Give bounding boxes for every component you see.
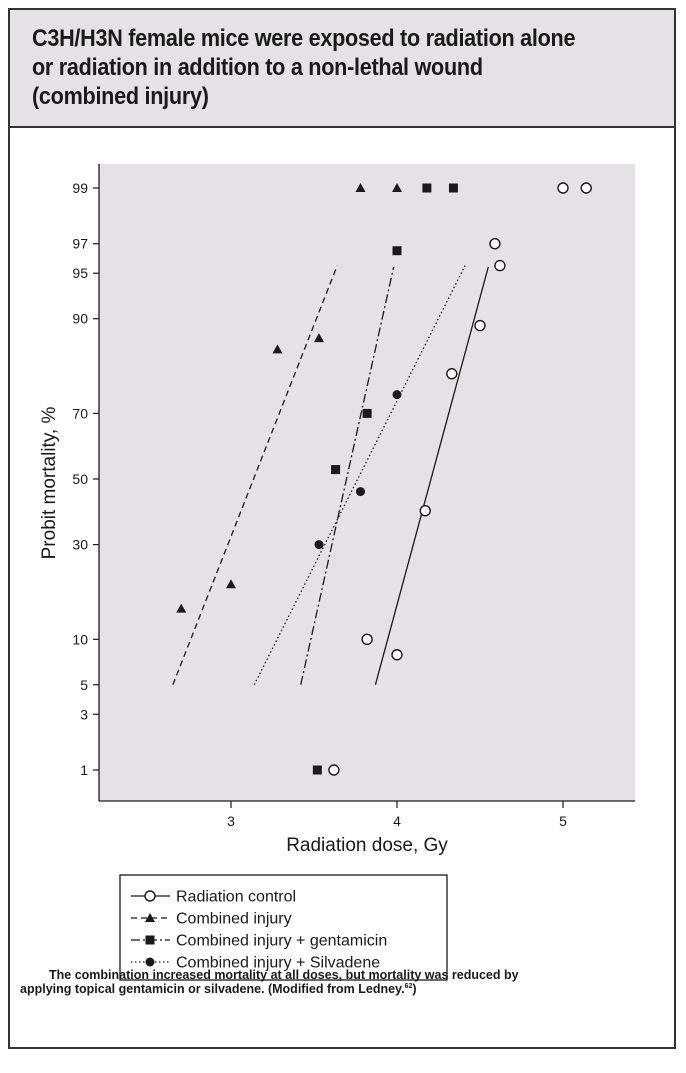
data-point bbox=[355, 183, 366, 192]
data-point bbox=[392, 390, 402, 400]
data-point bbox=[312, 765, 322, 775]
data-point bbox=[314, 540, 324, 550]
data-point bbox=[446, 368, 458, 380]
data-point bbox=[176, 603, 187, 613]
legend: Radiation control Combined injury Combined… bbox=[131, 889, 387, 972]
data-point bbox=[272, 344, 283, 354]
y-tick-label: 95 bbox=[72, 265, 88, 281]
caption-line-2-end: ) bbox=[412, 982, 417, 996]
data-point bbox=[392, 246, 402, 256]
data-point bbox=[474, 319, 486, 332]
data-point bbox=[331, 465, 341, 475]
x-tick-label: 3 bbox=[227, 813, 235, 829]
data-point bbox=[328, 764, 340, 776]
caption-line-2: applying topical gentamicin or silvadene… bbox=[20, 982, 670, 996]
caption-line-2-text: applying topical gentamicin or silvadene… bbox=[20, 982, 405, 996]
caption-line-1: The combination increased mortality at a… bbox=[49, 968, 519, 982]
data-point bbox=[355, 487, 365, 497]
y-axis-ticks: 1 3 5 10 30 50 70 90 95 97 99 bbox=[72, 180, 99, 778]
figure-title: C3H/H3N female mice were exposed to radi… bbox=[32, 24, 599, 111]
y-tick-label: 70 bbox=[72, 405, 88, 421]
y-tick-label: 99 bbox=[72, 180, 88, 196]
data-point bbox=[392, 183, 402, 192]
data-point bbox=[313, 333, 324, 343]
data-point bbox=[557, 182, 569, 194]
legend-label: Combined injury + gentamicin bbox=[176, 933, 387, 950]
data-point bbox=[580, 182, 592, 194]
fit-line bbox=[300, 266, 395, 685]
legend-box bbox=[119, 874, 448, 981]
data-point bbox=[361, 633, 373, 646]
legend-marker bbox=[145, 913, 155, 922]
legend-label: Combined injury + Silvadene bbox=[176, 955, 380, 972]
y-tick-label: 97 bbox=[72, 236, 88, 252]
fit-line bbox=[374, 266, 489, 685]
data-point bbox=[419, 504, 431, 517]
y-tick-label: 10 bbox=[72, 631, 88, 647]
title-line-3: (combined injury) bbox=[32, 83, 209, 110]
y-tick-label: 3 bbox=[80, 706, 88, 722]
data-point bbox=[422, 183, 432, 193]
data-points bbox=[176, 182, 592, 776]
legend-label: Radiation control bbox=[176, 889, 296, 906]
figure-header: C3H/H3N female mice were exposed to radi… bbox=[10, 10, 674, 128]
data-point bbox=[362, 408, 372, 418]
data-point bbox=[448, 183, 458, 193]
x-axis-ticks: 3 4 5 bbox=[227, 801, 567, 829]
fit-line bbox=[172, 265, 338, 685]
legend-marker bbox=[145, 957, 155, 967]
figure-caption: The combination increased mortality at a… bbox=[20, 968, 670, 996]
figure-frame: C3H/H3N female mice were exposed to radi… bbox=[8, 8, 676, 1049]
y-tick-label: 50 bbox=[72, 471, 88, 487]
title-line-1: C3H/H3N female mice were exposed to radi… bbox=[32, 25, 576, 52]
y-tick-label: 90 bbox=[72, 311, 88, 327]
legend-label: Combined injury bbox=[176, 911, 292, 928]
y-tick-label: 5 bbox=[80, 677, 88, 693]
x-tick-label: 5 bbox=[559, 813, 567, 829]
legend-marker bbox=[144, 890, 156, 902]
probit-mortality-chart: 1 3 5 10 30 50 70 90 95 97 99 3 4 5 Radiation dose, … bbox=[39, 164, 635, 981]
caption-reference: 62 bbox=[404, 982, 413, 990]
data-point bbox=[489, 238, 501, 250]
data-point bbox=[391, 649, 403, 661]
y-tick-label: 1 bbox=[80, 762, 88, 778]
legend-marker bbox=[145, 935, 155, 945]
plot-area bbox=[99, 164, 635, 801]
title-line-2: or radiation in addition to a non-lethal… bbox=[32, 54, 483, 81]
data-point bbox=[226, 579, 236, 589]
x-axis-label: Radiation dose, Gy bbox=[286, 835, 448, 856]
data-point bbox=[494, 259, 506, 272]
y-axis-label: Probit mortality, % bbox=[39, 407, 60, 560]
fit-lines bbox=[172, 265, 489, 686]
y-tick-label: 30 bbox=[72, 537, 88, 553]
x-tick-label: 4 bbox=[393, 813, 401, 829]
